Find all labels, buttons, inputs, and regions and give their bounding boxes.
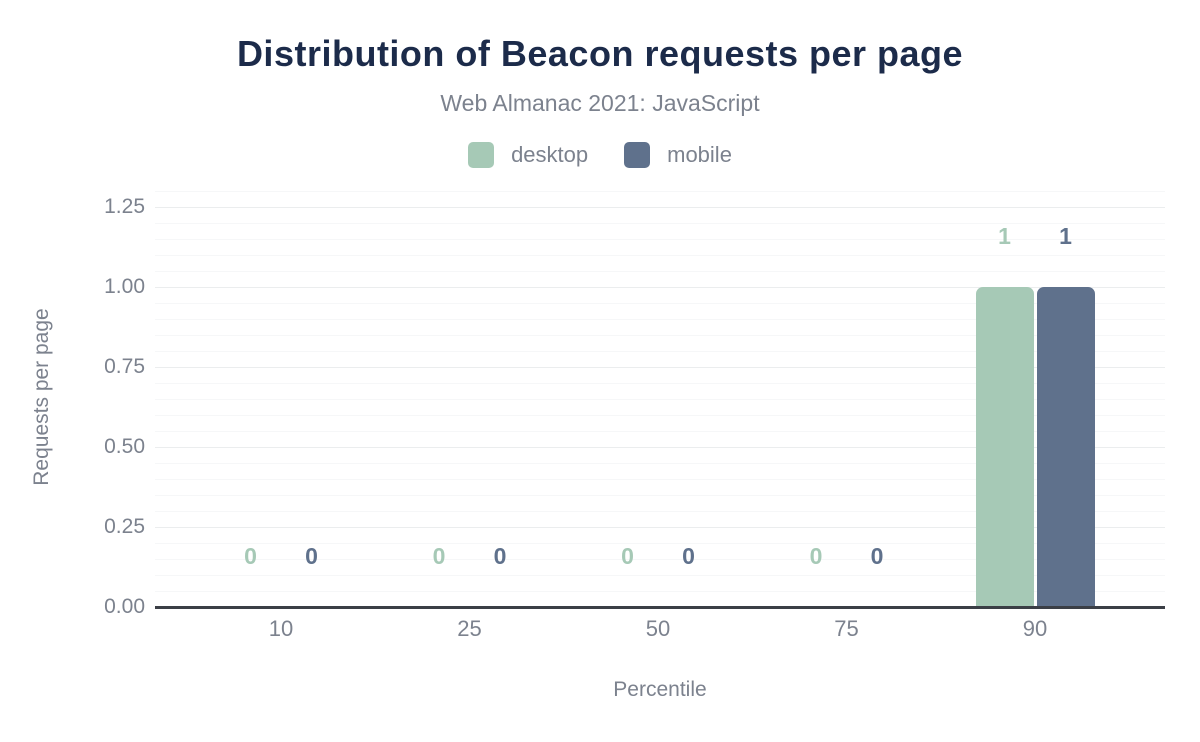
y-tick-label: 0.75 (104, 355, 145, 378)
bar-value-label: 0 (244, 543, 257, 569)
x-tick-label: 10 (268, 616, 294, 641)
gridline-major (155, 287, 1165, 288)
gridline-minor (155, 335, 1165, 336)
gridline-minor (155, 559, 1165, 560)
gridline-minor (155, 591, 1165, 592)
y-tick-label: 1.00 (104, 275, 145, 298)
bar-value-label: 0 (870, 543, 884, 569)
bar-mobile-p90[interactable] (1036, 287, 1095, 607)
x-tick-label: 25 (457, 616, 482, 641)
bar-value-label: 0 (682, 543, 695, 569)
chart-subtitle: Web Almanac 2021: JavaScript (440, 90, 760, 116)
bar-desktop-p90[interactable] (975, 287, 1034, 607)
bar-value-label: 1 (998, 223, 1011, 249)
y-tick-label: 1.25 (104, 195, 145, 218)
gridline-minor (155, 495, 1165, 496)
legend-item-desktop[interactable]: desktop (468, 142, 588, 168)
gridline-minor (155, 463, 1165, 464)
gridline-minor (155, 399, 1165, 400)
bar-value-label: 0 (809, 543, 823, 569)
gridline-minor (155, 271, 1165, 272)
x-tick-label: 90 (1022, 616, 1048, 641)
plot-area: 0 0 0 0 0 0 0 0 1 1 (155, 187, 1165, 607)
chart-title: Distribution of Beacon requests per page (236, 33, 964, 74)
gridline-major (155, 447, 1165, 448)
legend-label-mobile: mobile (667, 142, 732, 167)
gridline-minor (155, 479, 1165, 480)
y-tick-label: 0.25 (104, 515, 145, 538)
gridline-major (155, 367, 1165, 368)
y-tick-label: 0.00 (104, 595, 145, 618)
bar-value-label: 0 (621, 543, 634, 569)
desktop-swatch-icon (468, 142, 495, 168)
bar-value-label: 1 (1059, 223, 1072, 249)
gridline-minor (155, 351, 1165, 352)
gridline-minor (155, 319, 1165, 320)
gridline-minor (155, 511, 1165, 512)
y-axis-title: Requests per page (30, 308, 53, 486)
gridline-minor (155, 543, 1165, 544)
legend: desktop mobile (0, 142, 1200, 168)
y-tick-label: 0.50 (104, 435, 145, 458)
legend-item-mobile[interactable]: mobile (624, 142, 732, 168)
gridline-minor (155, 383, 1165, 384)
gridline-minor (155, 575, 1165, 576)
bar-value-label: 0 (305, 543, 318, 569)
x-tick-label: 75 (834, 616, 859, 641)
x-tick-label: 50 (645, 616, 671, 641)
gridline-major (155, 207, 1165, 208)
gridline-minor (155, 415, 1165, 416)
gridline-major (155, 527, 1165, 528)
bar-value-label: 0 (493, 543, 507, 569)
bar-value-label: 0 (432, 543, 446, 569)
x-axis-line (155, 606, 1165, 609)
gridline-minor (155, 255, 1165, 256)
x-axis-title: Percentile (613, 678, 707, 701)
gridline-minor (155, 223, 1165, 224)
gridline-minor (155, 431, 1165, 432)
mobile-swatch-icon (624, 142, 651, 168)
gridline-minor (155, 239, 1165, 240)
legend-label-desktop: desktop (511, 142, 589, 167)
gridline-minor (155, 303, 1165, 304)
gridline-minor (155, 191, 1165, 192)
